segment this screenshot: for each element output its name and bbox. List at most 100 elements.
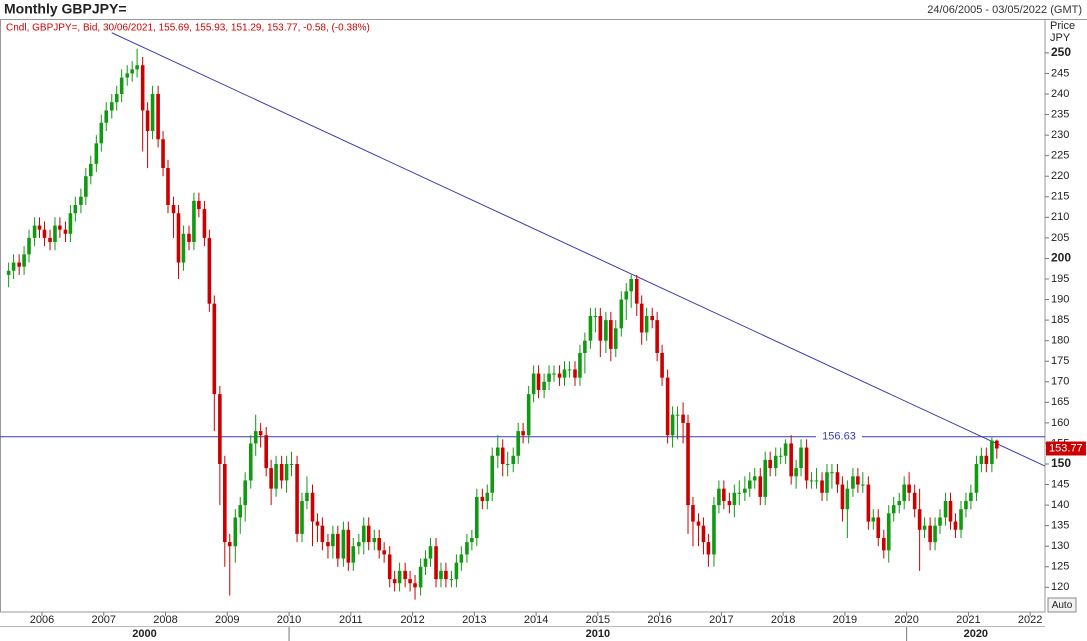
- candle-body: [269, 468, 273, 489]
- candle-body: [465, 542, 469, 555]
- candle-body: [609, 320, 613, 349]
- auto-button-frame[interactable]: [1047, 597, 1077, 613]
- candle-body: [68, 213, 73, 234]
- candle-body: [521, 431, 525, 436]
- y-tick-label: 160: [1051, 417, 1069, 429]
- candle-body: [88, 163, 93, 177]
- candle-body: [984, 455, 989, 464]
- candle-body: [73, 205, 78, 214]
- y-tick-label: 150: [1051, 456, 1071, 470]
- candle-body: [598, 316, 603, 341]
- candle-body: [717, 488, 721, 506]
- x-tick-label: 2017: [709, 614, 733, 626]
- candle-body: [408, 579, 412, 584]
- candle-body: [531, 373, 536, 395]
- candle-body: [485, 492, 490, 501]
- candle-body: [279, 464, 284, 481]
- candle-body: [218, 394, 222, 464]
- candle-body: [706, 542, 711, 555]
- x-tick-label: 2014: [524, 614, 548, 626]
- candle-body: [300, 501, 304, 534]
- candle-body: [341, 529, 346, 559]
- candle-body: [84, 176, 88, 197]
- candle-body: [619, 299, 624, 329]
- last-price-box: [1046, 441, 1086, 456]
- candle-body: [969, 492, 973, 501]
- candle-body: [763, 459, 768, 497]
- candle-body: [495, 447, 500, 456]
- candle-body: [351, 546, 356, 563]
- candle-body: [315, 521, 320, 526]
- candle-body: [959, 509, 963, 530]
- decade-label: 2010: [586, 628, 610, 640]
- y-tick-label: 230: [1051, 129, 1069, 141]
- trendline: [111, 32, 1046, 467]
- candle-body: [799, 447, 803, 469]
- candle-body: [104, 110, 109, 123]
- candle-body: [58, 225, 62, 230]
- candle-body: [809, 480, 814, 482]
- candle-body: [295, 464, 299, 534]
- candle-body: [130, 69, 134, 74]
- candle-body: [135, 65, 139, 70]
- candle-body: [743, 488, 747, 493]
- x-tick-label: 2012: [400, 614, 424, 626]
- candle-body: [670, 414, 675, 436]
- candle-body: [109, 102, 114, 111]
- y-tick-label: 190: [1051, 293, 1069, 305]
- candle-body: [53, 225, 57, 242]
- candle-body: [346, 529, 351, 563]
- y-tick-label: 195: [1051, 273, 1069, 285]
- candle-body: [876, 517, 881, 538]
- candle-body: [372, 538, 377, 543]
- candle-body: [243, 480, 247, 506]
- candle-body: [27, 237, 31, 255]
- y-tick-label: 130: [1051, 540, 1069, 552]
- candle-body: [686, 422, 690, 506]
- candle-body: [418, 566, 423, 588]
- candle-body: [974, 464, 979, 493]
- candle-body: [629, 279, 633, 292]
- auto-button[interactable]: Auto: [1047, 597, 1077, 613]
- candle-body: [140, 65, 145, 111]
- candle-body: [145, 110, 150, 131]
- x-tick-label: 2009: [215, 614, 239, 626]
- candle-body: [573, 369, 577, 378]
- candle-body: [428, 546, 433, 559]
- candle-body: [943, 501, 948, 518]
- candle-body: [449, 579, 454, 581]
- y-axis-label: Price: [1050, 20, 1075, 32]
- candle-body: [258, 431, 263, 436]
- candle-body: [79, 196, 83, 205]
- candle-body: [644, 316, 649, 333]
- candle-body: [660, 353, 664, 378]
- candle-body: [366, 525, 371, 543]
- candle-body: [397, 570, 402, 584]
- candle-body: [557, 373, 562, 378]
- candle-body: [320, 525, 325, 543]
- candle-body: [552, 373, 556, 375]
- candle-body: [197, 200, 201, 210]
- candle-body: [17, 262, 21, 267]
- candle-body: [804, 447, 809, 481]
- candle-body: [511, 455, 516, 464]
- y-tick-label: 245: [1051, 67, 1069, 79]
- candle-body: [11, 262, 16, 271]
- y-tick-label: 250: [1051, 45, 1071, 59]
- candle-body: [48, 237, 52, 242]
- candle-body: [851, 476, 855, 489]
- candle-body: [181, 233, 186, 263]
- candle-body: [470, 538, 474, 543]
- candle-body: [233, 517, 238, 547]
- candle-body: [655, 320, 659, 353]
- candle-body: [156, 94, 160, 140]
- candle-body: [490, 455, 495, 493]
- candle-body: [938, 517, 942, 526]
- candle-body: [886, 513, 891, 551]
- candle-body: [392, 579, 397, 584]
- decade-label: 2020: [964, 628, 988, 640]
- candle-body: [500, 447, 505, 464]
- y-tick-label: 175: [1051, 355, 1069, 367]
- auto-button-label[interactable]: Auto: [1052, 600, 1073, 611]
- candle-body: [928, 525, 932, 543]
